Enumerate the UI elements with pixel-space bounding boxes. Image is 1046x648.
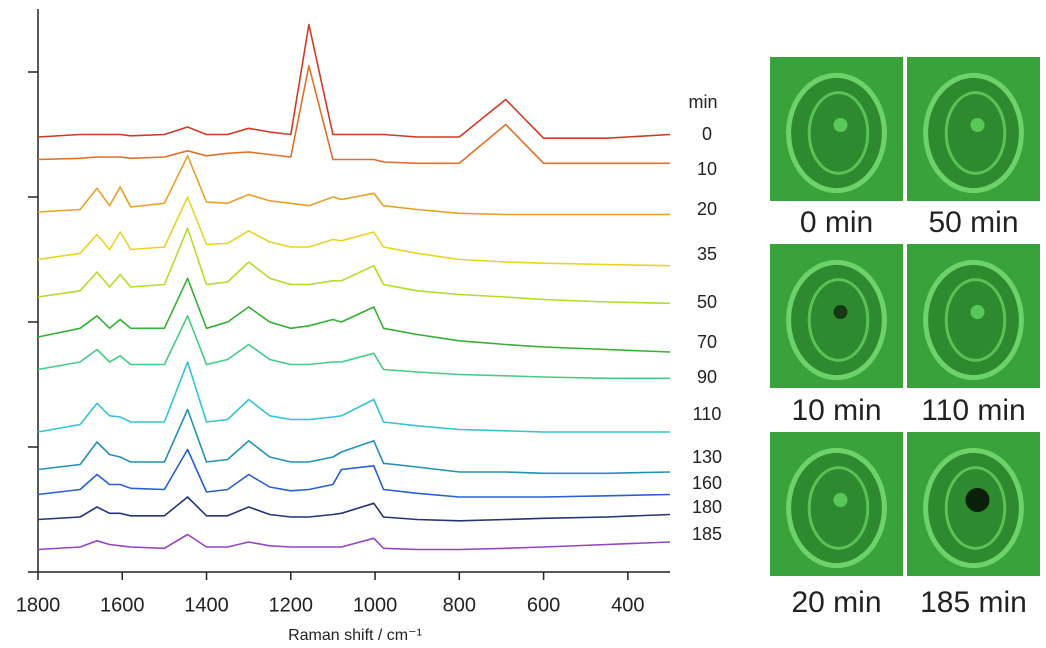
- vacuole: [833, 305, 848, 319]
- legend-label: 110: [693, 404, 722, 424]
- spectrum: [37, 155, 670, 216]
- spectrum: [37, 314, 670, 380]
- legend-label: 185: [692, 524, 722, 544]
- legend-label: 50: [697, 292, 717, 312]
- x-tick-label: 1600: [100, 594, 145, 616]
- vacuole: [970, 118, 985, 132]
- spectrum: [37, 408, 671, 475]
- legend-label: 180: [692, 497, 722, 517]
- panel-caption: 0 min: [800, 206, 873, 239]
- spectrum: [37, 448, 671, 498]
- vacuole: [833, 493, 848, 507]
- legend-label: 70: [697, 332, 717, 352]
- spectrum: [37, 65, 670, 165]
- x-tick-label: 1800: [16, 594, 61, 616]
- vacuole: [833, 118, 848, 132]
- legend-label: 10: [697, 159, 717, 179]
- legend-label: 35: [697, 244, 717, 264]
- cell-inner: [944, 278, 1007, 362]
- legend-label: 160: [692, 473, 722, 493]
- x-tick-label: 1400: [184, 594, 229, 616]
- x-tick-label: 1000: [353, 594, 398, 616]
- panel-caption: 50 min: [928, 206, 1018, 239]
- panel-caption: 110 min: [921, 394, 1026, 427]
- legend-label: 90: [697, 367, 717, 387]
- cell-inner: [807, 466, 870, 550]
- cell-inner: [944, 91, 1007, 175]
- panel-caption: 185 min: [920, 586, 1027, 619]
- cell-inner: [807, 278, 870, 362]
- spectrum: [37, 533, 671, 551]
- spectrum: [37, 277, 671, 353]
- x-tick-label: 400: [611, 594, 644, 616]
- panel-caption: 10 min: [791, 394, 881, 427]
- panel-caption: 20 min: [791, 586, 881, 619]
- legend-label: 0: [702, 124, 712, 144]
- legend-label: 130: [692, 447, 722, 467]
- x-axis-label: Raman shift / cm⁻¹: [288, 627, 422, 644]
- spectrum: [37, 196, 671, 267]
- vacuole: [970, 305, 985, 319]
- legend-title: min: [688, 92, 717, 112]
- spectrum: [37, 361, 670, 433]
- vacuole: [965, 488, 990, 512]
- spectrum: [37, 496, 671, 522]
- x-tick-label: 1200: [269, 594, 314, 616]
- cell-inner: [807, 91, 870, 175]
- cell-inner: [944, 466, 1007, 550]
- spectrum: [37, 23, 671, 139]
- x-tick-label: 800: [443, 594, 476, 616]
- x-tick-label: 600: [527, 594, 560, 616]
- spectrum: [37, 227, 671, 305]
- micrographs: 0 min 50 min 10 min 110 min 20 min 185 min: [770, 57, 1040, 619]
- legend-label: 20: [697, 199, 717, 219]
